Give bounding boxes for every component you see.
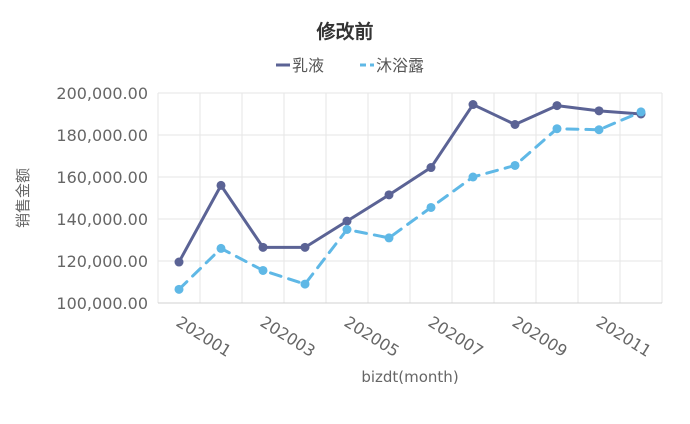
y-axis-title: 销售金额 [14,168,32,228]
x-tick-label: 202005 [341,312,403,360]
x-tick-label: 202009 [509,312,571,360]
data-point [510,120,520,129]
x-tick-label: 202001 [173,312,235,360]
data-point [636,107,646,117]
data-point [594,125,604,135]
data-point [468,172,478,182]
data-point [552,101,562,111]
data-point [384,190,394,200]
y-tick-label: 200,000.00 [56,84,148,103]
x-tick-label: 202011 [593,312,655,360]
y-tick-label: 160,000.00 [56,168,148,187]
data-point [426,202,436,212]
legend-label: 乳液 [292,56,324,75]
series-line-1 [177,110,643,291]
data-point [594,106,604,116]
data-point [510,160,520,170]
data-point [342,216,352,226]
data-point [258,242,268,252]
data-point [216,180,226,190]
grid [157,92,663,304]
y-tick-label: 100,000.00 [56,294,148,313]
x-axis-title: bizdt(month) [361,368,458,386]
x-tick-label: 202003 [257,312,319,360]
chart-title: 修改前 [315,20,373,43]
data-point [426,163,436,173]
y-tick-label: 140,000.00 [56,210,148,229]
data-point [174,284,184,294]
x-axis: 202001 202003 202005 202007 202009 202011 [173,312,655,360]
y-tick-label: 180,000.00 [56,126,148,145]
x-tick-label: 202007 [425,312,487,360]
data-point [468,100,478,110]
legend: 乳液 沐浴露 [276,56,424,75]
data-point [174,257,184,267]
data-point [342,225,352,234]
y-tick-label: 120,000.00 [56,252,148,271]
series-layer [174,100,646,294]
data-point [300,242,310,252]
data-point [258,265,268,275]
y-axis: 100,000.00 120,000.00 140,000.00 160,000.00… [56,84,148,313]
series-line-0 [177,103,643,264]
data-point [384,233,394,243]
data-point [552,124,562,134]
legend-label: 沐浴露 [376,56,424,75]
data-point [300,279,310,289]
data-point [216,243,226,253]
